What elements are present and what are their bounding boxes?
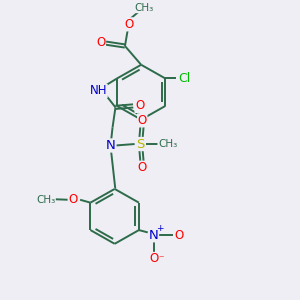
Text: CH₃: CH₃ bbox=[158, 139, 177, 149]
Text: ⁻: ⁻ bbox=[158, 254, 164, 264]
Text: CH₃: CH₃ bbox=[134, 3, 154, 13]
Text: O: O bbox=[138, 161, 147, 174]
Text: O: O bbox=[150, 253, 159, 266]
Text: N: N bbox=[149, 229, 158, 242]
Text: N: N bbox=[106, 139, 116, 152]
Text: CH₃: CH₃ bbox=[36, 195, 55, 205]
Text: NH: NH bbox=[90, 84, 107, 98]
Text: O: O bbox=[174, 229, 183, 242]
Text: +: + bbox=[156, 224, 164, 233]
Text: O: O bbox=[138, 114, 147, 127]
Text: O: O bbox=[96, 36, 106, 49]
Text: S: S bbox=[136, 137, 145, 151]
Text: Cl: Cl bbox=[178, 72, 191, 85]
Text: O: O bbox=[68, 193, 77, 206]
Text: O: O bbox=[124, 18, 133, 31]
Text: O: O bbox=[135, 99, 144, 112]
